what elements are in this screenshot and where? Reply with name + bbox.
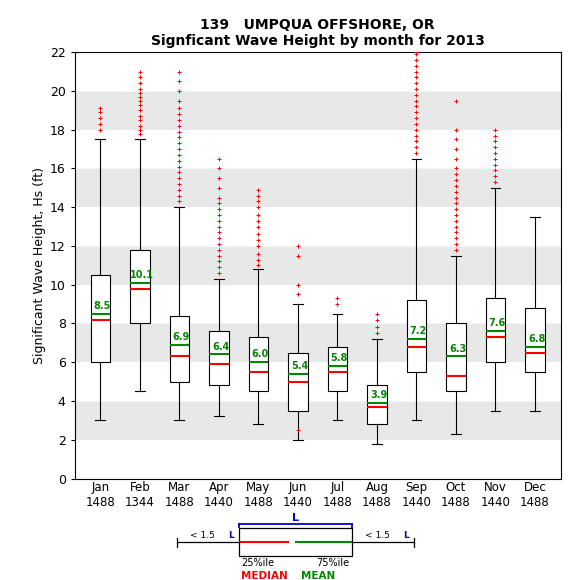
Text: MEDIAN: MEDIAN: [241, 571, 288, 580]
Text: 6.8: 6.8: [528, 334, 546, 344]
Bar: [288, 353, 308, 411]
Text: 7.6: 7.6: [489, 318, 506, 328]
Text: MEAN: MEAN: [301, 571, 335, 580]
Text: 8.5: 8.5: [94, 301, 111, 311]
Text: 6.4: 6.4: [212, 342, 229, 351]
Bar: [485, 298, 505, 362]
Text: L: L: [228, 531, 234, 539]
Bar: [130, 250, 150, 324]
Text: 6.9: 6.9: [172, 332, 190, 342]
Text: 10.1: 10.1: [130, 270, 154, 280]
Bar: [248, 337, 269, 392]
Bar: [170, 316, 189, 382]
Text: 7.2: 7.2: [410, 326, 427, 336]
Y-axis label: Significant Wave Height, Hs (ft): Significant Wave Height, Hs (ft): [33, 167, 45, 364]
Bar: [75, 401, 561, 440]
Bar: [446, 324, 466, 392]
Text: < 1.5: < 1.5: [365, 531, 392, 539]
Bar: [75, 91, 561, 130]
Text: < 1.5: < 1.5: [190, 531, 217, 539]
Bar: [525, 308, 545, 372]
Bar: [90, 275, 110, 362]
Text: L: L: [292, 513, 299, 523]
Bar: [407, 300, 426, 372]
Text: L: L: [404, 531, 409, 539]
Text: 3.9: 3.9: [370, 390, 388, 400]
Bar: [239, 528, 351, 556]
Text: 25%ile: 25%ile: [242, 558, 275, 568]
Bar: [209, 331, 229, 386]
Bar: [75, 246, 561, 285]
Title: 139   UMPQUA OFFSHORE, OR
Signficant Wave Height by month for 2013: 139 UMPQUA OFFSHORE, OR Signficant Wave …: [151, 18, 485, 48]
Text: 5.8: 5.8: [331, 353, 348, 363]
Text: 6.3: 6.3: [449, 343, 466, 354]
Bar: [328, 347, 347, 392]
Text: 75%ile: 75%ile: [316, 558, 350, 568]
Text: 6.0: 6.0: [252, 349, 269, 360]
Bar: [367, 386, 387, 424]
Bar: [75, 168, 561, 207]
Bar: [75, 324, 561, 362]
Text: 5.4: 5.4: [292, 361, 309, 371]
